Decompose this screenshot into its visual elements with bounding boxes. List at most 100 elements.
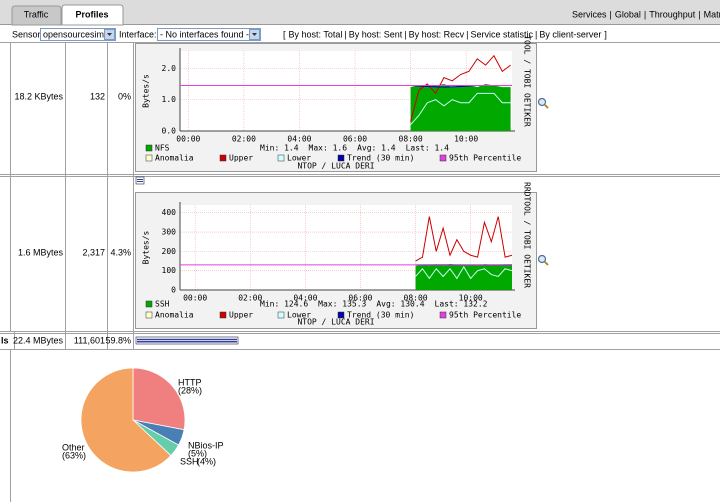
bytes-cell: 22.4 MBytes xyxy=(13,335,64,345)
pie-label: HTTP xyxy=(178,377,202,387)
x-tick-label: 00:00 xyxy=(176,135,200,144)
pie-label: SSH xyxy=(180,456,199,466)
pie-value-label: (4%) xyxy=(197,456,216,466)
legend-swatch xyxy=(337,154,345,162)
flows-cell: 111,601 xyxy=(74,335,105,345)
legend-label: Lower xyxy=(287,154,311,163)
x-tick-label: 02:00 xyxy=(232,135,256,144)
y-tick-label: 300 xyxy=(162,228,177,237)
legend-label: 95th Percentile xyxy=(449,154,521,163)
interface-select[interactable] xyxy=(157,28,261,41)
x-tick-label: 06:00 xyxy=(343,135,367,144)
percent-cell: 59.8% xyxy=(105,335,131,345)
top-link[interactable]: Global xyxy=(615,9,641,19)
graph-footer: NTOP / LUCA DERI xyxy=(297,162,374,171)
link-separator: | xyxy=(535,29,537,39)
zoom-icon[interactable] xyxy=(537,254,549,266)
tab-label[interactable]: Profiles xyxy=(75,9,108,19)
y-tick-label: 0.0 xyxy=(162,127,177,136)
link-separator: | xyxy=(644,9,646,19)
interface-label: Interface: xyxy=(119,29,157,39)
stat-label: Avg: 1.4 xyxy=(357,144,396,153)
x-tick-label: 08:00 xyxy=(404,294,428,303)
link-separator: | xyxy=(466,29,468,39)
percent-bar-total xyxy=(135,336,239,345)
stat-label: Last: 132.2 xyxy=(435,300,488,309)
graph-footer: NTOP / LUCA DERI xyxy=(297,318,374,327)
pie-label: Other xyxy=(62,442,85,452)
stat-label: Max: 1.6 xyxy=(309,144,348,153)
legend-swatch xyxy=(219,311,227,319)
pie-label: NBios-IP xyxy=(188,440,224,450)
view-link[interactable]: By client-server xyxy=(539,29,601,39)
link-separator: | xyxy=(698,9,700,19)
x-tick-label: 04:00 xyxy=(293,294,317,303)
pie-value-label: (28%) xyxy=(178,385,202,395)
side-text: RRDTOOL / TOBI OETIKER xyxy=(523,182,532,288)
zoom-icon[interactable] xyxy=(537,97,549,109)
top-link[interactable]: Services xyxy=(572,9,607,19)
series-area xyxy=(410,83,511,131)
view-link[interactable]: By host: Recv xyxy=(409,29,465,39)
x-tick-label: 10:00 xyxy=(459,294,483,303)
legend-swatch xyxy=(277,311,285,319)
x-tick-label: 02:00 xyxy=(238,294,262,303)
legend-swatch xyxy=(145,154,153,162)
link-separator: | xyxy=(404,29,406,39)
legend-swatch xyxy=(277,154,285,162)
bytes-cell: 1.6 MBytes xyxy=(18,247,64,257)
view-link[interactable]: By host: Sent xyxy=(349,29,403,39)
sensor-select[interactable] xyxy=(40,28,116,41)
legend-label: Trend (30 min) xyxy=(347,154,414,163)
y-tick-label: 200 xyxy=(162,247,177,256)
arrow-icon xyxy=(252,33,257,36)
top-link[interactable]: Throughput xyxy=(649,9,696,19)
pie-slice xyxy=(132,367,186,431)
total-label: ls xyxy=(1,335,9,345)
tab[interactable] xyxy=(11,5,62,26)
legend-swatch xyxy=(145,300,153,308)
legend-label: Anomalia xyxy=(155,154,194,163)
side-text: TOOL / TOBI OETIKER xyxy=(523,35,532,127)
y-axis-label: Bytes/s xyxy=(142,230,151,264)
stat-label: Max: 135.3 xyxy=(318,300,366,309)
series-line xyxy=(410,54,511,122)
legend-label: Upper xyxy=(229,311,253,320)
y-tick-label: 2.0 xyxy=(162,64,177,73)
tab-active[interactable] xyxy=(61,4,124,26)
legend-label: Upper xyxy=(229,154,253,163)
y-tick-label: 1.0 xyxy=(162,95,177,104)
series-line xyxy=(410,92,511,126)
legend-label: SSH xyxy=(155,300,170,309)
legend-swatch xyxy=(219,154,227,162)
series-line xyxy=(415,265,513,280)
series-line xyxy=(415,216,513,262)
x-tick-label: 06:00 xyxy=(348,294,372,303)
y-axis-label: Bytes/s xyxy=(142,74,151,108)
stat-label: Min: 1.4 xyxy=(260,144,299,153)
legend-label: Lower xyxy=(287,311,311,320)
percent-bar-icon xyxy=(135,176,145,185)
legend-label: Anomalia xyxy=(155,311,194,320)
link-separator: | xyxy=(344,29,346,39)
interface-value[interactable]: - No interfaces found - xyxy=(160,29,249,39)
x-tick-label: 00:00 xyxy=(183,294,207,303)
bracket: ] xyxy=(604,29,607,39)
x-tick-label: 04:00 xyxy=(287,135,311,144)
link-separator: | xyxy=(610,9,612,19)
arrow-icon xyxy=(107,33,112,36)
view-link[interactable]: Service statistic xyxy=(470,29,533,39)
tab-label[interactable]: Traffic xyxy=(24,9,49,19)
legend-swatch xyxy=(439,154,447,162)
view-link[interactable]: By host: Total xyxy=(289,29,343,39)
pie-value-label: (63%) xyxy=(62,450,86,460)
stat-label: Min: 124.6 xyxy=(260,300,308,309)
pie-value-label: (5%) xyxy=(188,448,207,458)
legend-swatch xyxy=(145,311,153,319)
sensor-value[interactable]: opensourcesim xyxy=(43,29,104,39)
top-link[interactable]: Matrix xyxy=(704,9,720,19)
legend-label: 95th Percentile xyxy=(449,311,521,320)
pie-slice xyxy=(80,367,172,473)
x-tick-label: 10:00 xyxy=(454,135,478,144)
